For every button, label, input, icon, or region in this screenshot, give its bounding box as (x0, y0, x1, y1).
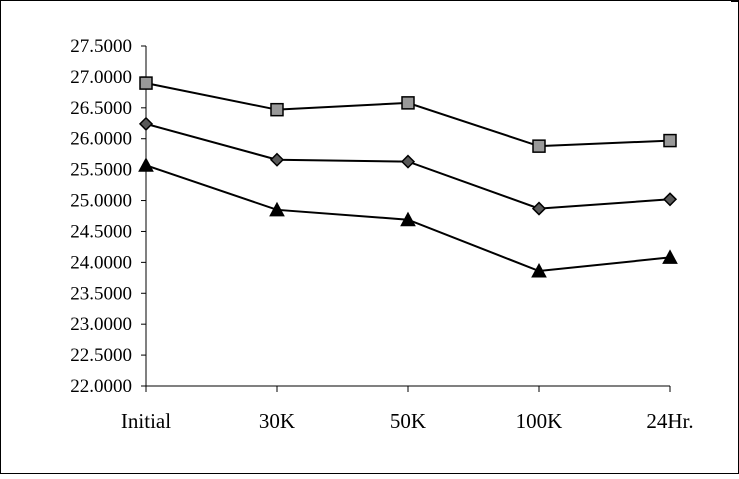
x-tick-label: 100K (516, 409, 563, 433)
y-tick-label: 27.0000 (70, 67, 132, 88)
y-tick-label: 24.5000 (70, 221, 132, 242)
triangle-marker (400, 211, 416, 227)
x-tick-label: 50K (390, 409, 426, 433)
square-marker (270, 102, 284, 117)
series-2 (138, 116, 678, 216)
y-tick-label: 22.0000 (70, 376, 132, 397)
series-3 (138, 157, 678, 278)
diamond-marker (662, 192, 678, 207)
square-marker (401, 96, 415, 110)
square-marker (139, 76, 153, 90)
diamond-marker (531, 201, 547, 216)
x-tick-label: 24Hr. (646, 409, 693, 433)
y-tick-label: 25.0000 (70, 191, 132, 212)
y-tick-label: 26.5000 (70, 98, 132, 119)
diamond-marker (400, 154, 416, 169)
diamond-marker (138, 116, 154, 131)
y-axis: 22.0000 22.5000 23.0000 23.5000 24.0000 24.50… (70, 36, 147, 397)
triangle-marker (531, 262, 547, 278)
triangle-marker (138, 157, 154, 172)
x-tick-label: Initial (121, 409, 171, 433)
series-1 (139, 76, 677, 153)
y-tick-label: 23.5000 (70, 283, 132, 304)
series-layer (138, 76, 678, 278)
triangle-marker (269, 201, 285, 217)
x-tick-label: 30K (259, 409, 295, 433)
y-tick-label: 22.5000 (70, 345, 132, 366)
square-marker (663, 133, 677, 148)
diamond-marker (269, 152, 285, 167)
y-tick-label: 25.5000 (70, 160, 132, 181)
square-marker (532, 139, 546, 153)
y-tick-label: 23.0000 (70, 314, 132, 335)
y-tick-label: 26.0000 (70, 129, 132, 150)
triangle-marker (662, 249, 678, 264)
x-axis: Initial 30K 50K 100K 24Hr. (121, 385, 694, 433)
y-tick-label: 24.0000 (70, 252, 132, 273)
y-tick-label: 27.5000 (70, 36, 132, 57)
